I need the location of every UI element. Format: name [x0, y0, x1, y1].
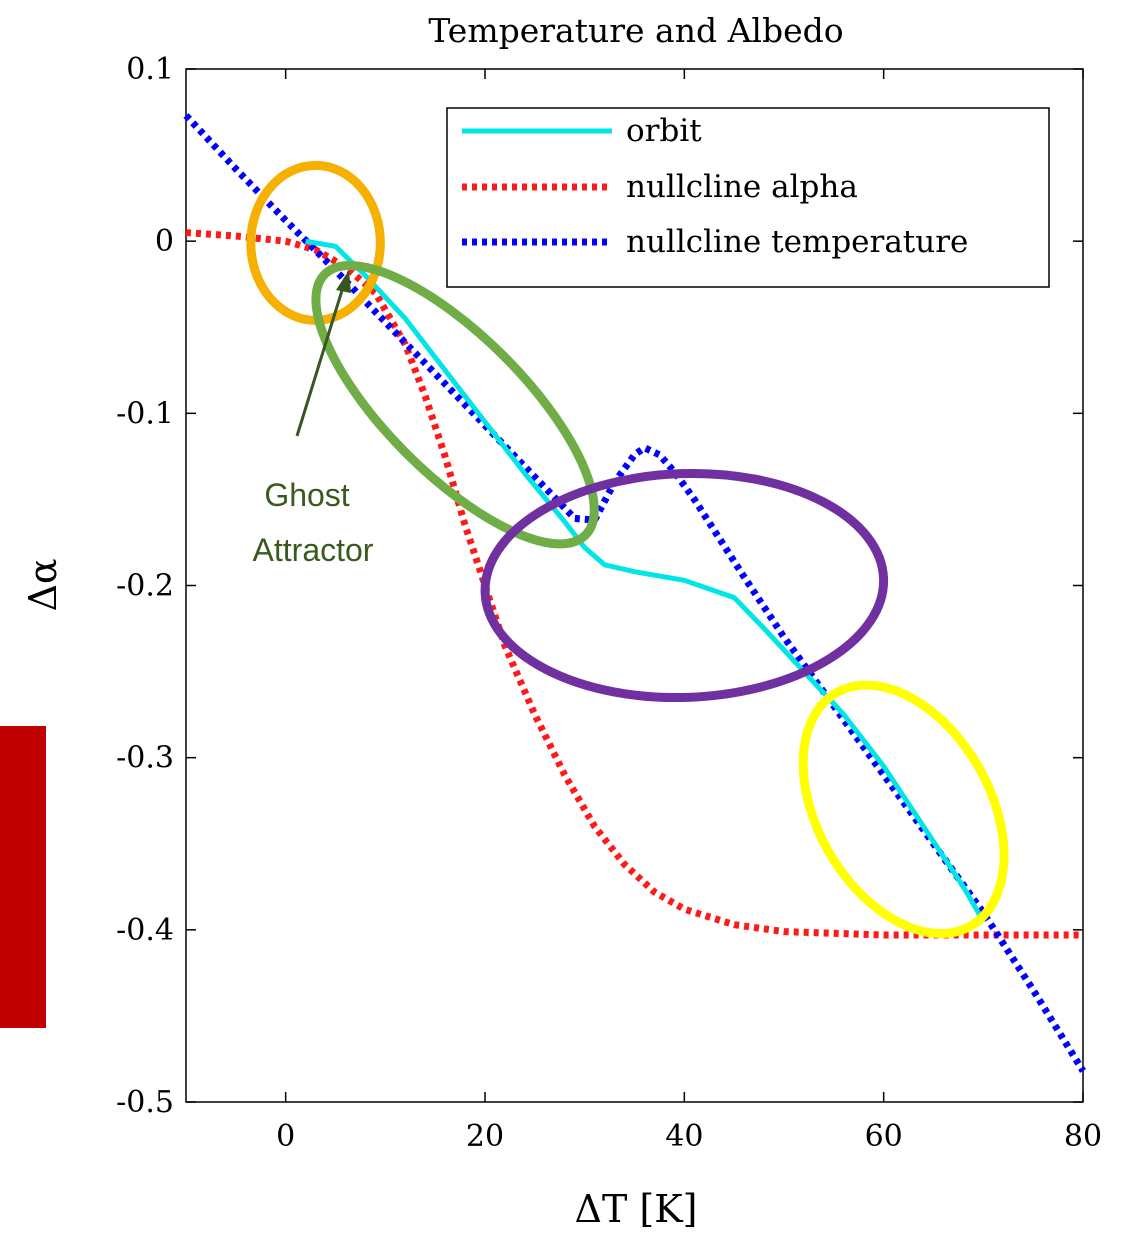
series-layer [183, 113, 1086, 1073]
x-tick-label: 60 [865, 1119, 903, 1154]
purple-ellipse [480, 468, 889, 703]
legend: orbit nullcline alpha nullcline temperatur… [446, 107, 1050, 288]
y-tick-label: -0.3 [116, 741, 174, 776]
x-tick-label: 40 [665, 1119, 703, 1154]
legend-label: nullcline temperature [626, 224, 968, 260]
ghost-arrow-shaft [295, 283, 346, 437]
x-axis-label: ΔT [K] [575, 1187, 698, 1231]
legend-label: nullcline alpha [626, 169, 858, 205]
legend-box [446, 107, 1050, 288]
y-tick-label: -0.5 [116, 1085, 174, 1120]
green-ellipse [311, 261, 599, 549]
axis-ticks [186, 68, 1084, 1103]
ghost-label-line2: Attractor [253, 532, 374, 568]
yellow-ellipse [798, 680, 1009, 939]
tick-labels: 0 20 40 60 80 0.1 0 -0.1 -0.2 -0.3 -0.4 -0.5 [116, 52, 1102, 1154]
red-side-block [0, 726, 46, 1028]
y-axis-label: Δα [21, 558, 65, 611]
y-tick-label: -0.2 [116, 569, 174, 604]
ghost-arrowhead-icon [336, 270, 351, 293]
y-tick-label: 0 [155, 224, 174, 259]
annotation-layer [246, 160, 1009, 939]
x-tick-label: 0 [276, 1119, 295, 1154]
series-orbit [305, 238, 986, 923]
chart-title: Temperature and Albedo [428, 11, 843, 50]
x-tick-label: 20 [466, 1119, 504, 1154]
series-nullcline-alpha [185, 229, 1083, 939]
ghost-label-line1: Ghost [264, 477, 349, 513]
ghost-attractor-annotation: Ghost Attractor [253, 270, 374, 568]
x-tick-label: 80 [1064, 1119, 1102, 1154]
y-tick-label: -0.4 [116, 913, 174, 948]
y-tick-label: 0.1 [126, 52, 174, 87]
y-tick-label: -0.1 [116, 396, 174, 431]
legend-label: orbit [626, 113, 702, 149]
